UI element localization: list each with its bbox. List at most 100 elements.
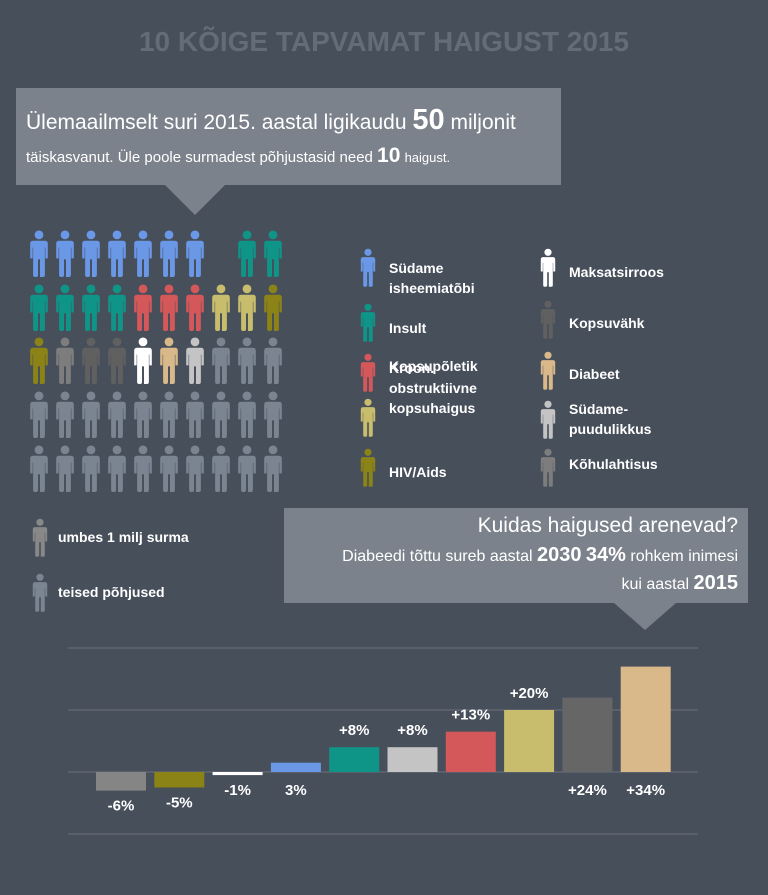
- figure: [238, 284, 256, 331]
- figure: [82, 391, 100, 438]
- legend-label: Kõhulahtisus: [569, 456, 658, 472]
- callout-text: kui aastal 2015: [621, 572, 738, 595]
- figure: [160, 284, 178, 331]
- figure: [56, 230, 74, 277]
- figure: [56, 337, 74, 384]
- legend-label: umbes 1 milj surma: [58, 529, 189, 545]
- figure: [212, 230, 221, 277]
- title: 10 KÕIGE TAPVAMAT HAIGUST 2015: [138, 26, 630, 57]
- figure: [221, 230, 230, 277]
- legend-icon: [540, 400, 556, 439]
- figure: [134, 230, 152, 277]
- highlight: 34%: [585, 544, 626, 566]
- figure: [264, 230, 282, 277]
- value-label: +8%: [339, 722, 369, 739]
- legend-icon: [360, 353, 376, 392]
- figure: [238, 230, 256, 277]
- text: haigust.: [404, 150, 451, 165]
- callout-heading: Kuidas haigused arenevad?: [477, 514, 738, 537]
- value-label: -1%: [224, 782, 251, 799]
- legend-icon: [32, 573, 48, 612]
- legend-label: teised põhjused: [58, 584, 165, 600]
- bar: [562, 697, 613, 772]
- text: miljonit: [450, 111, 516, 134]
- legend-label: Südame isheemiatõbi: [389, 260, 475, 296]
- legend-label: Kroon. obstruktiivne kopsuhaigus: [389, 360, 477, 416]
- figure: [82, 337, 100, 384]
- figure: [212, 391, 230, 438]
- legend-icon: [540, 448, 556, 487]
- figure: [56, 284, 74, 331]
- figure: [186, 230, 204, 277]
- highlight: 50: [412, 104, 445, 136]
- figure: [108, 337, 126, 384]
- legend-icon: [540, 300, 556, 339]
- value-label: -6%: [108, 798, 135, 815]
- figure: [56, 391, 74, 438]
- value-label: +13%: [451, 707, 490, 724]
- value-label: 3%: [285, 782, 307, 799]
- callout: Kuidas haigused arenevad? Diabeedi tõttu…: [284, 508, 748, 603]
- highlight: 2030: [536, 544, 582, 566]
- figure: [30, 337, 48, 384]
- figure: [108, 391, 126, 438]
- bar: [620, 666, 671, 772]
- legend-label: Südame-puudulikkus: [569, 401, 652, 437]
- figure: [160, 337, 178, 384]
- legend-icon: [32, 518, 48, 557]
- highlight: 2015: [693, 572, 739, 594]
- bar: [96, 772, 146, 791]
- bar: [154, 772, 205, 788]
- callout-pointer: [614, 603, 676, 630]
- figure: [56, 445, 74, 492]
- legend-icon: [360, 398, 376, 437]
- callout-text: Ülemaailmselt suri 2015. aastal ligikaud…: [26, 104, 516, 137]
- figure: [160, 391, 178, 438]
- legend-label: Diabeet: [569, 366, 620, 382]
- figure: [134, 337, 152, 384]
- text: täiskasvanut. Üle poole surmadest põhjus…: [26, 149, 373, 166]
- figure: [186, 284, 204, 331]
- figure: [160, 230, 178, 277]
- figure: [108, 284, 126, 331]
- value-label: -5%: [166, 795, 193, 812]
- callout-text: täiskasvanut. Üle poole surmadest põhjus…: [26, 144, 450, 168]
- value-label: +34%: [626, 782, 665, 799]
- figure: [134, 391, 152, 438]
- figure: [160, 445, 178, 492]
- legend-icon: [360, 303, 376, 342]
- figure: [186, 391, 204, 438]
- value-label: +24%: [568, 782, 607, 799]
- value-label: +20%: [510, 685, 549, 702]
- text: Ülemaailmselt suri 2015. aastal ligikaud…: [26, 111, 407, 134]
- value-label: +8%: [397, 722, 427, 739]
- legend-label: HIV/Aids: [389, 464, 447, 480]
- figure: [264, 445, 282, 492]
- figure: [30, 445, 48, 492]
- figure: [30, 284, 48, 331]
- legend-icon: [360, 448, 376, 487]
- highlight: 10: [377, 144, 401, 167]
- figure: [134, 284, 152, 331]
- text: rohkem inimesi: [630, 548, 738, 565]
- legend-icon: [540, 248, 556, 287]
- legend-label: Maksatsirroos: [569, 264, 664, 280]
- figure: [108, 445, 126, 492]
- text: Diabeedi tõttu sureb aastal: [342, 548, 533, 565]
- figure: [82, 230, 100, 277]
- callout-text: Diabeedi tõttu sureb aastal 2030 34% roh…: [342, 544, 738, 567]
- figure: [30, 230, 48, 277]
- figure: [212, 337, 230, 384]
- legend-label: Kopsuvähk: [569, 315, 645, 331]
- figure: [212, 445, 230, 492]
- callout-pointer: [165, 185, 225, 215]
- figure: [30, 391, 48, 438]
- figure: [264, 284, 282, 331]
- callout: Ülemaailmselt suri 2015. aastal ligikaud…: [16, 88, 561, 185]
- legend-icon: [540, 351, 556, 390]
- figure: [264, 391, 282, 438]
- bar: [270, 762, 321, 772]
- legend-icon: [360, 248, 376, 287]
